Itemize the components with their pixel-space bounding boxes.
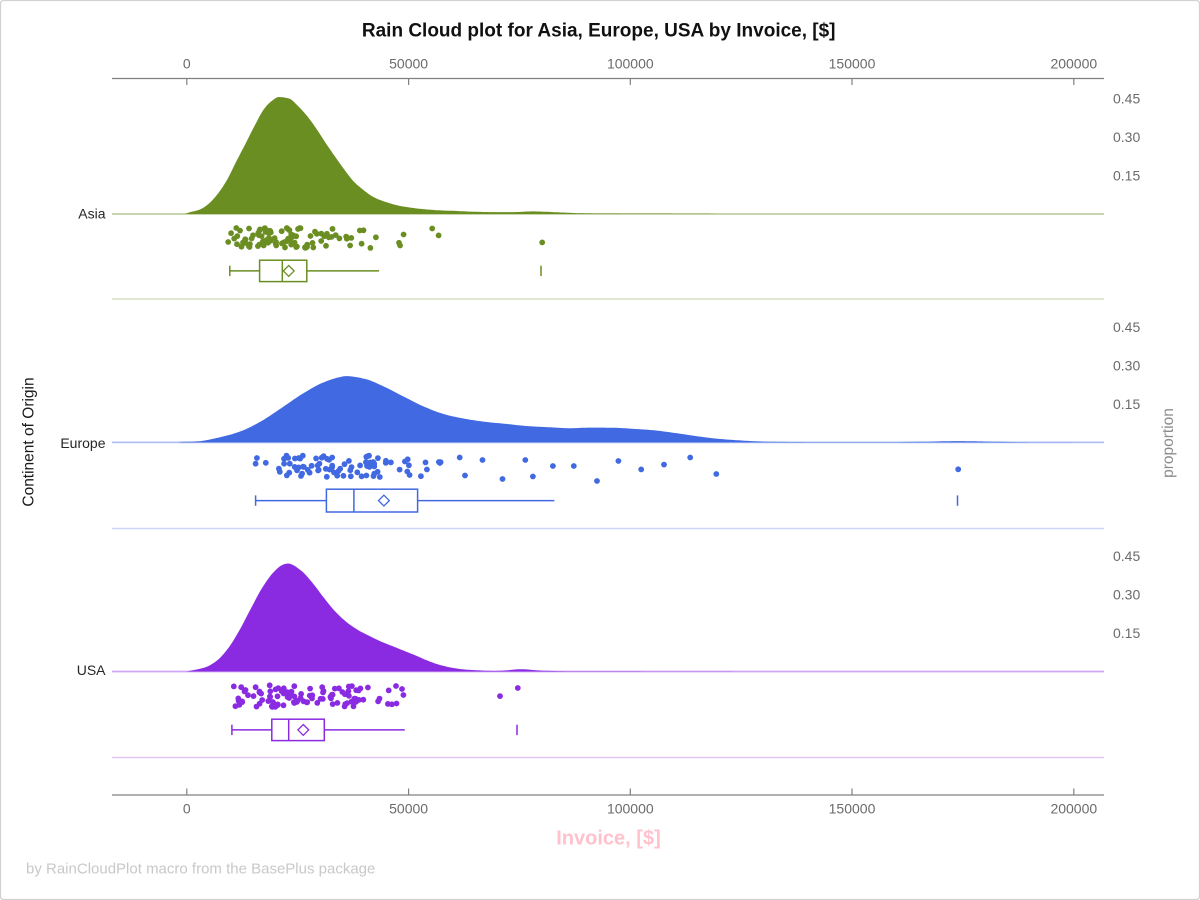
svg-text:0.30: 0.30	[1113, 358, 1140, 374]
svg-text:Asia: Asia	[78, 206, 105, 222]
svg-text:0.30: 0.30	[1113, 129, 1140, 145]
svg-text:0.45: 0.45	[1113, 319, 1140, 335]
svg-text:150000: 150000	[829, 56, 876, 72]
svg-text:100000: 100000	[607, 56, 654, 72]
svg-text:150000: 150000	[829, 801, 876, 817]
svg-text:proportion: proportion	[1160, 408, 1177, 478]
svg-text:200000: 200000	[1050, 56, 1097, 72]
svg-text:100000: 100000	[607, 801, 654, 817]
svg-text:0.45: 0.45	[1113, 91, 1140, 107]
svg-text:0.45: 0.45	[1113, 548, 1140, 564]
svg-text:0.15: 0.15	[1113, 168, 1140, 184]
svg-text:0.15: 0.15	[1113, 396, 1140, 412]
svg-text:0: 0	[183, 56, 191, 72]
svg-text:Invoice, [$]: Invoice, [$]	[556, 828, 660, 850]
svg-text:USA: USA	[77, 662, 106, 678]
svg-text:50000: 50000	[389, 801, 428, 817]
svg-text:200000: 200000	[1050, 801, 1097, 817]
svg-text:0.15: 0.15	[1113, 625, 1140, 641]
svg-text:50000: 50000	[389, 56, 428, 72]
svg-text:Continent of Origin: Continent of Origin	[21, 377, 38, 506]
svg-text:Rain Cloud plot for Asia, Euro: Rain Cloud plot for Asia, Europe, USA by…	[362, 20, 836, 41]
svg-text:0.30: 0.30	[1113, 587, 1140, 603]
svg-text:by RainCloudPlot macro from th: by RainCloudPlot macro from the BasePlus…	[26, 861, 375, 878]
svg-text:Europe: Europe	[60, 435, 105, 451]
svg-text:0: 0	[183, 801, 191, 817]
